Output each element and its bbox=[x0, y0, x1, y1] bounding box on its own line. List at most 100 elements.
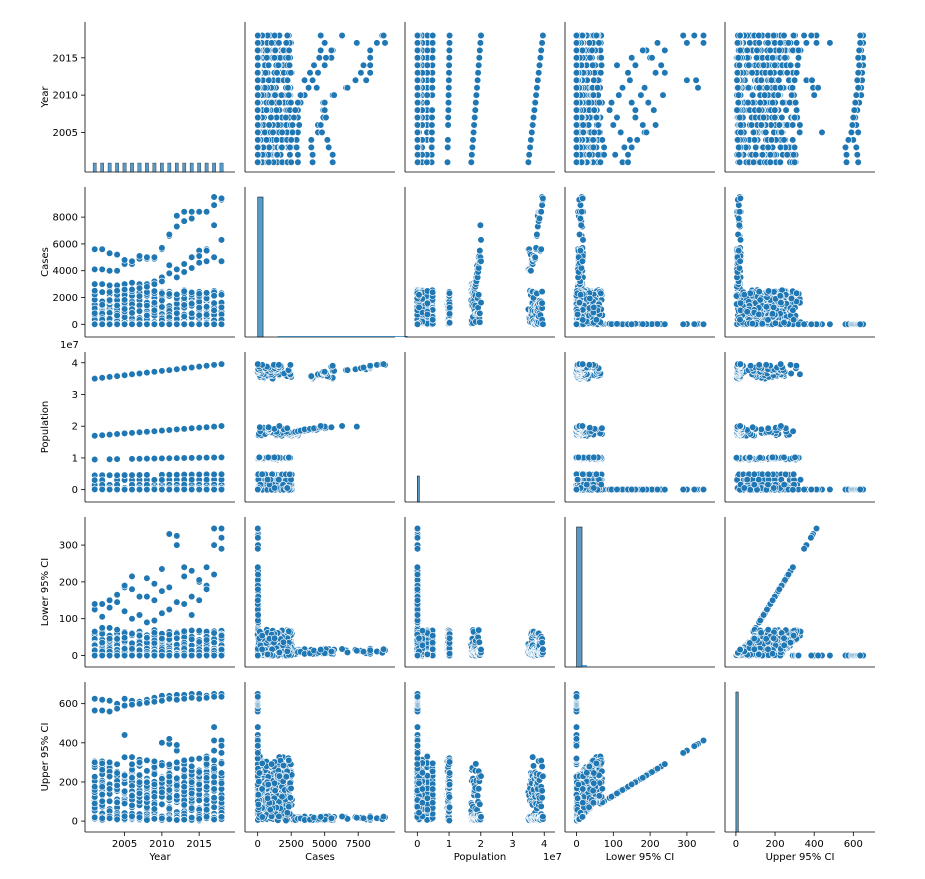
scatter-point bbox=[538, 209, 545, 216]
scatter-point bbox=[628, 99, 635, 106]
scatter-point bbox=[129, 310, 136, 317]
scatter-point bbox=[414, 62, 421, 69]
scatter-point bbox=[770, 32, 777, 39]
scatter-point bbox=[289, 122, 296, 129]
x-axis-label: Upper 95% CI bbox=[766, 852, 835, 863]
scatter-point bbox=[476, 55, 483, 62]
scatter-point bbox=[756, 84, 763, 91]
scatter-point bbox=[477, 40, 484, 47]
scatter-point bbox=[754, 47, 761, 54]
scatter-point bbox=[446, 319, 453, 326]
scatter-point bbox=[850, 114, 857, 121]
scatter-point bbox=[114, 288, 121, 295]
scatter-point bbox=[136, 370, 143, 377]
scatter-point bbox=[114, 373, 121, 380]
scatter-point bbox=[772, 107, 779, 114]
y-offset-label: 1e7 bbox=[60, 340, 79, 351]
scatter-point bbox=[288, 70, 295, 77]
scatter-point bbox=[106, 250, 113, 257]
scatter-point bbox=[254, 40, 261, 47]
scatter-point bbox=[174, 274, 181, 281]
scatter-point bbox=[274, 70, 281, 77]
y-tick-label: 8000 bbox=[53, 213, 78, 224]
scatter-point bbox=[777, 292, 784, 299]
scatter-point bbox=[475, 62, 482, 69]
scatter-point bbox=[424, 99, 431, 106]
scatter-point bbox=[265, 62, 272, 69]
scatter-point bbox=[273, 107, 280, 114]
scatter-point bbox=[266, 77, 273, 84]
histogram-bar bbox=[168, 163, 171, 172]
scatter-point bbox=[325, 144, 332, 151]
scatter-point bbox=[203, 258, 210, 265]
x-tick-label: 100 bbox=[604, 839, 623, 850]
scatter-point bbox=[540, 321, 547, 328]
scatter-point bbox=[737, 122, 744, 129]
scatter-point bbox=[424, 159, 431, 166]
scatter-point bbox=[99, 321, 106, 328]
scatter-point bbox=[91, 288, 98, 295]
y-tick-label: 200 bbox=[59, 577, 78, 588]
scatter-point bbox=[767, 47, 774, 54]
scatter-point bbox=[308, 144, 315, 151]
x-tick-label: 1 bbox=[446, 839, 452, 850]
scatter-point bbox=[539, 300, 546, 307]
scatter-point bbox=[855, 84, 862, 91]
scatter-point bbox=[474, 84, 481, 91]
scatter-point bbox=[477, 319, 484, 326]
scatter-point bbox=[760, 114, 767, 121]
scatter-point bbox=[367, 70, 374, 77]
scatter-point bbox=[166, 231, 173, 238]
scatter-point bbox=[269, 99, 276, 106]
histogram-bar bbox=[153, 163, 156, 172]
scatter-point bbox=[367, 47, 374, 54]
scatter-point bbox=[772, 114, 779, 121]
histogram-bar bbox=[123, 163, 126, 172]
scatter-point bbox=[203, 209, 210, 216]
scatter-point bbox=[769, 310, 776, 317]
scatter-point bbox=[619, 84, 626, 91]
scatter-point bbox=[734, 107, 741, 114]
scatter-point bbox=[793, 290, 800, 297]
scatter-point bbox=[534, 84, 541, 91]
scatter-point bbox=[331, 92, 338, 99]
scatter-point bbox=[597, 159, 604, 166]
scatter-point bbox=[106, 321, 113, 328]
histogram-bar bbox=[93, 163, 96, 172]
scatter-point bbox=[264, 55, 271, 62]
scatter-point bbox=[768, 77, 775, 84]
scatter-point bbox=[640, 122, 647, 129]
scatter-point bbox=[159, 290, 166, 297]
scatter-point bbox=[536, 62, 543, 69]
scatter-point bbox=[772, 320, 779, 327]
scatter-point bbox=[254, 144, 261, 151]
scatter-point bbox=[788, 92, 795, 99]
scatter-point bbox=[424, 300, 431, 307]
scatter-point bbox=[321, 107, 328, 114]
scatter-point bbox=[91, 477, 98, 484]
scatter-point bbox=[601, 144, 608, 151]
scatter-point bbox=[573, 99, 580, 106]
scatter-point bbox=[429, 32, 436, 39]
scatter-point bbox=[753, 55, 760, 62]
scatter-point bbox=[750, 129, 757, 136]
scatter-point bbox=[295, 99, 302, 106]
scatter-point bbox=[591, 129, 598, 136]
x-tick-label: 3 bbox=[509, 839, 515, 850]
scatter-point bbox=[414, 40, 421, 47]
scatter-point bbox=[525, 159, 532, 166]
scatter-point bbox=[735, 215, 742, 222]
scatter-point bbox=[756, 288, 763, 295]
scatter-point bbox=[855, 70, 862, 77]
y-axis-label: Upper 95% CI bbox=[40, 723, 51, 792]
histogram-bar bbox=[138, 163, 141, 172]
scatter-point bbox=[166, 270, 173, 277]
scatter-point bbox=[735, 84, 742, 91]
scatter-point bbox=[311, 62, 318, 69]
scatter-point bbox=[121, 472, 128, 479]
x-tick-label: 0 bbox=[255, 839, 261, 850]
scatter-point bbox=[533, 92, 540, 99]
scatter-point bbox=[587, 295, 594, 302]
scatter-point bbox=[174, 291, 181, 298]
